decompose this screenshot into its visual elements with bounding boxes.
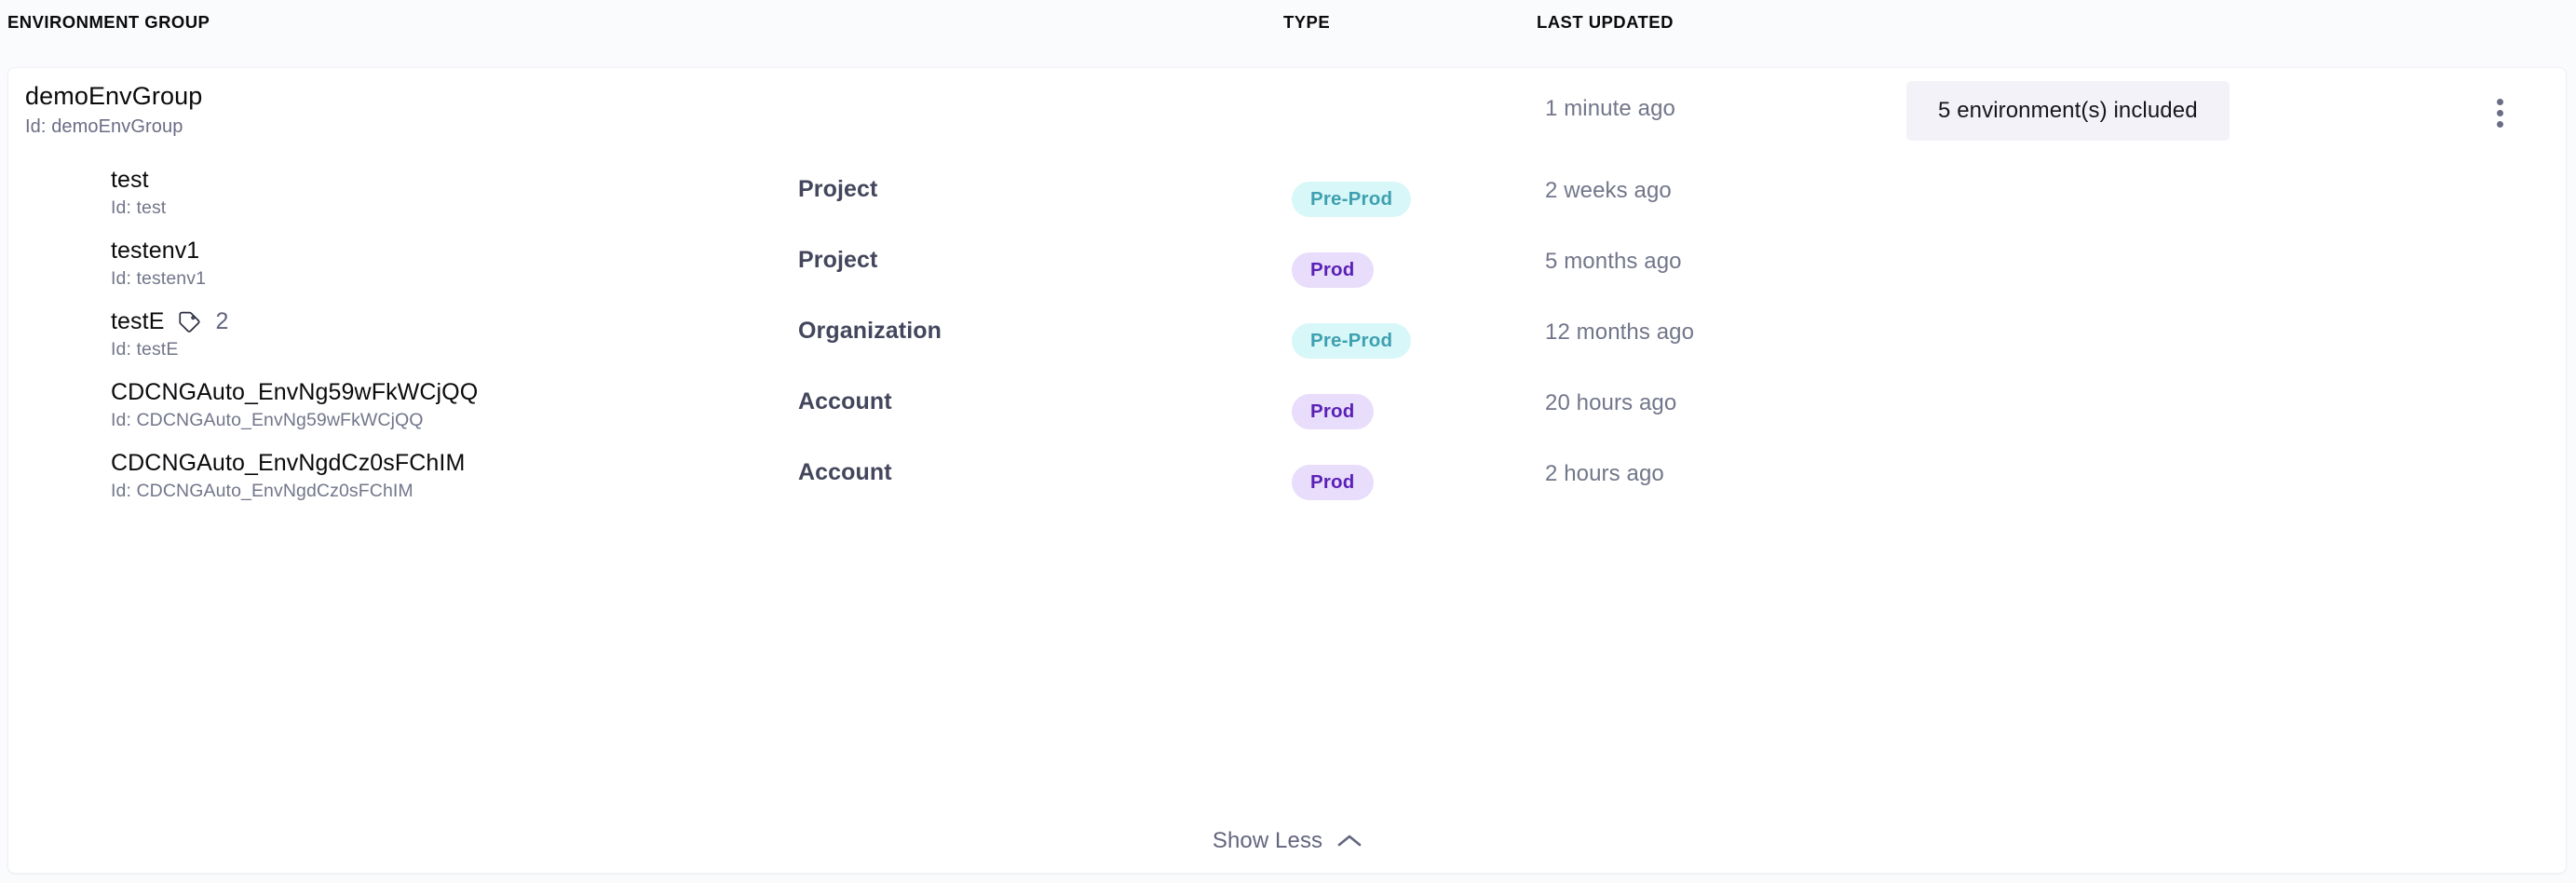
environment-name[interactable]: testenv1: [111, 238, 200, 264]
environment-name-line: CDCNGAuto_EnvNg59wFkWCjQQ: [111, 377, 478, 407]
environment-name[interactable]: CDCNGAuto_EnvNg59wFkWCjQQ: [111, 379, 479, 405]
environment-type: Organization: [798, 318, 942, 344]
environment-stage-cell: Prod: [1292, 252, 1374, 288]
environment-last-updated: 5 months ago: [1545, 249, 1682, 274]
environment-stage-cell: Prod: [1292, 465, 1374, 500]
environment-id: Id: test: [111, 197, 167, 218]
environment-group-card: demoEnvGroup Id: demoEnvGroup 1 minute a…: [7, 67, 2567, 874]
tag-icon: [177, 309, 202, 334]
table-header: ENVIRONMENT GROUP TYPE LAST UPDATED: [0, 0, 2576, 67]
kebab-dot: [2496, 109, 2503, 116]
environment-name-cell: testE 2 Id: testE: [111, 306, 229, 362]
column-header-environment-group: ENVIRONMENT GROUP: [7, 12, 210, 32]
environment-group-name-cell: demoEnvGroup Id: demoEnvGroup: [25, 80, 202, 140]
environment-type: Project: [798, 176, 878, 202]
environment-id: Id: CDCNGAuto_EnvNgdCz0sFChIM: [111, 481, 414, 501]
kebab-menu-icon[interactable]: [2481, 94, 2518, 131]
environment-name-line: CDCNGAuto_EnvNgdCz0sFChIM: [111, 448, 465, 478]
environment-group-row[interactable]: demoEnvGroup Id: demoEnvGroup 1 minute a…: [8, 68, 2566, 159]
status-badge: Prod: [1292, 465, 1374, 500]
environment-type: Project: [798, 247, 878, 273]
chevron-up-icon: [1337, 834, 1362, 849]
environment-name-cell: testenv1 Id: testenv1: [111, 236, 206, 292]
environment-id: Id: CDCNGAuto_EnvNg59wFkWCjQQ: [111, 410, 424, 430]
environment-row[interactable]: CDCNGAuto_EnvNg59wFkWCjQQ Id: CDCNGAuto_E…: [8, 374, 2566, 444]
environments-included-badge: 5 environment(s) included: [1906, 81, 2230, 141]
environment-row[interactable]: CDCNGAuto_EnvNgdCz0sFChIM Id: CDCNGAuto_E…: [8, 444, 2566, 515]
kebab-dot: [2496, 98, 2503, 105]
status-badge: Prod: [1292, 252, 1374, 288]
environment-row[interactable]: testE 2 Id: testE Organization Pre-Prod 12 mo…: [8, 303, 2566, 374]
environment-name-cell: CDCNGAuto_EnvNg59wFkWCjQQ Id: CDCNGAuto_E…: [111, 377, 478, 433]
environment-row[interactable]: test Id: test Project Pre-Prod 2 weeks ago: [8, 161, 2566, 232]
environment-group-id: Id: demoEnvGroup: [25, 116, 183, 137]
environment-stage-cell: Prod: [1292, 394, 1374, 429]
environment-type: Account: [798, 459, 892, 485]
environment-stage-cell: Pre-Prod: [1292, 323, 1412, 359]
status-badge: Pre-Prod: [1292, 182, 1412, 217]
environment-last-updated: 12 months ago: [1545, 319, 1695, 345]
environment-name-line: test: [111, 165, 166, 195]
column-header-type: TYPE: [1283, 12, 1331, 32]
show-less-button[interactable]: Show Less: [1203, 822, 1371, 860]
status-badge: Prod: [1292, 394, 1374, 429]
environment-name-cell: test Id: test: [111, 165, 166, 221]
environment-name-line: testE 2: [111, 306, 229, 336]
column-header-last-updated: LAST UPDATED: [1537, 12, 1674, 32]
environment-name[interactable]: CDCNGAuto_EnvNgdCz0sFChIM: [111, 450, 466, 476]
show-less-label: Show Less: [1212, 828, 1323, 853]
environment-row[interactable]: testenv1 Id: testenv1 Project Prod 5 months …: [8, 232, 2566, 303]
environment-group-title[interactable]: demoEnvGroup: [25, 82, 203, 110]
show-less-bar: Show Less: [8, 822, 2566, 860]
environment-type: Account: [798, 388, 892, 414]
environment-last-updated: 2 hours ago: [1545, 461, 1664, 486]
environment-group-last-updated: 1 minute ago: [1545, 96, 1675, 121]
environment-name[interactable]: test: [111, 167, 149, 193]
kebab-dot: [2496, 120, 2503, 128]
tag-count: 2: [215, 307, 229, 334]
environment-stage-cell: Pre-Prod: [1292, 182, 1412, 217]
environment-name-line: testenv1: [111, 236, 206, 265]
environment-name-cell: CDCNGAuto_EnvNgdCz0sFChIM Id: CDCNGAuto_E…: [111, 448, 465, 504]
environment-name[interactable]: testE: [111, 308, 165, 334]
environment-id: Id: testE: [111, 339, 179, 360]
environment-last-updated: 2 weeks ago: [1545, 178, 1672, 203]
environment-list: test Id: test Project Pre-Prod 2 weeks ago te…: [8, 161, 2566, 515]
environment-last-updated: 20 hours ago: [1545, 390, 1677, 415]
status-badge: Pre-Prod: [1292, 323, 1412, 359]
environment-id: Id: testenv1: [111, 268, 207, 289]
